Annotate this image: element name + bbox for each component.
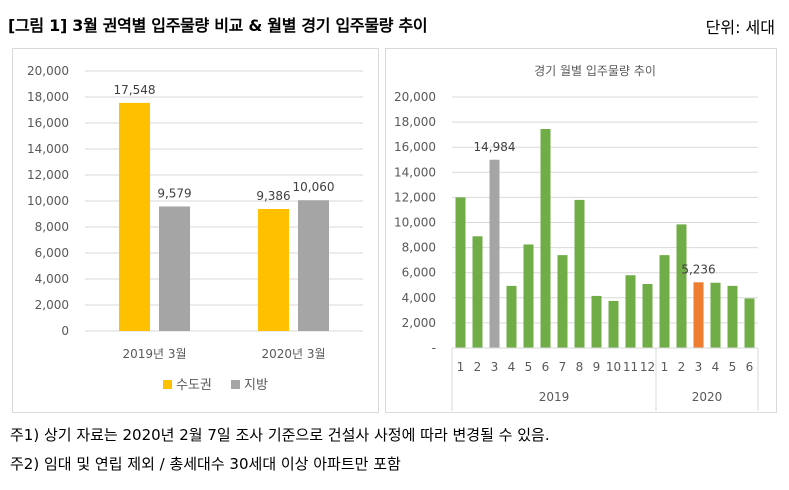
data-label: 14,984 (474, 140, 516, 154)
bar-capital (119, 102, 150, 331)
bar-month (472, 236, 483, 348)
y-tick-label: 10,000 (394, 216, 436, 230)
legend-label: 수도권 (176, 378, 212, 393)
x-category-label: 2019년 3월 (122, 347, 186, 361)
y-tick-label: 12,000 (27, 168, 69, 182)
unit-label: 단위: 세대 (705, 18, 775, 37)
x-tick-label: 1 (661, 360, 669, 374)
x-tick-label: 1 (457, 360, 465, 374)
x-tick-label: 5 (525, 360, 533, 374)
bar-capital (258, 208, 289, 331)
x-tick-label: 2 (678, 360, 686, 374)
y-tick-label: 4,000 (35, 272, 69, 286)
bar-month (591, 295, 602, 348)
bar-regional (298, 200, 329, 331)
bar-month (727, 285, 738, 348)
y-tick-label: 14,000 (394, 165, 436, 179)
x-tick-label: 3 (491, 360, 499, 374)
x-category-label: 2020년 3월 (261, 347, 325, 361)
x-tick-label: 7 (559, 360, 567, 374)
y-tick-label: 14,000 (27, 142, 69, 156)
y-tick-label: 2,000 (402, 316, 436, 330)
x-tick-label: 3 (695, 360, 703, 374)
y-tick-label: 10,000 (27, 194, 69, 208)
bar-month (608, 300, 619, 348)
y-tick-label: 20,000 (27, 64, 69, 78)
y-tick-label: 6,000 (35, 246, 69, 260)
y-tick-label: 4,000 (402, 291, 436, 305)
gyeonggi-monthly-bar-chart: 경기 월별 입주물량 추이 - 2,000 4,000 6,000 8,000 10,000… (394, 64, 759, 411)
bar-month (693, 282, 704, 348)
x-tick-label: 8 (576, 360, 584, 374)
legend-label: 지방 (244, 378, 268, 393)
x-tick-label: 5 (729, 360, 737, 374)
y-tick-label: 0 (61, 324, 69, 338)
data-label: 10,060 (293, 180, 335, 194)
x-tick-label: 6 (746, 360, 754, 374)
x-group-label: 2020 (692, 390, 723, 404)
legend-swatch (163, 380, 172, 389)
bar-month (489, 159, 500, 348)
y-tick-label: 20,000 (394, 90, 436, 104)
bar-month (574, 199, 585, 348)
x-tick-label: 2 (474, 360, 482, 374)
bar-month (557, 255, 568, 348)
chart-panel-regional: 0 2,000 4,000 6,000 8,000 10,000 12,000 14,000 1… (12, 48, 379, 413)
figure-title: [그림 1] 3월 권역별 입주물량 비교 & 월별 경기 입주물량 추이 (8, 16, 428, 35)
y-tick-label: 16,000 (27, 116, 69, 130)
chart-title: 경기 월별 입주물량 추이 (534, 64, 656, 78)
footnote-1: 주1) 상기 자료는 2020년 2월 7일 조사 기준으로 건설사 사정에 따… (10, 426, 550, 444)
data-label: 9,579 (157, 186, 191, 200)
bar-month (659, 255, 670, 348)
bar-regional (159, 206, 190, 331)
x-tick-label: 6 (542, 360, 550, 374)
bar-month (506, 285, 517, 348)
bar-month (540, 129, 551, 348)
bar-month (676, 224, 687, 348)
y-tick-label: 12,000 (394, 190, 436, 204)
x-tick-label: 12 (640, 360, 655, 374)
bar-month (710, 282, 721, 348)
y-tick-label: 8,000 (35, 220, 69, 234)
legend-swatch (231, 380, 240, 389)
data-label: 9,386 (256, 189, 290, 203)
y-tick-label: 18,000 (394, 115, 436, 129)
data-label: 5,236 (681, 262, 715, 276)
regional-bar-chart: 0 2,000 4,000 6,000 8,000 10,000 12,000 14,000 1… (27, 64, 363, 393)
x-tick-label: 9 (593, 360, 601, 374)
x-group-label: 2019 (539, 390, 570, 404)
bar-month (523, 244, 534, 348)
y-tick-label: 8,000 (402, 241, 436, 255)
bar-month (642, 283, 653, 348)
bar-month (744, 298, 755, 348)
y-tick-label: 2,000 (35, 298, 69, 312)
y-tick-label: 18,000 (27, 90, 69, 104)
bar-month (625, 275, 636, 348)
chart-panel-gyeonggi: 경기 월별 입주물량 추이 - 2,000 4,000 6,000 8,000 10,000… (385, 48, 777, 413)
y-tick-label: - (432, 341, 436, 355)
x-tick-label: 4 (508, 360, 516, 374)
y-tick-label: 16,000 (394, 140, 436, 154)
bar-month (455, 197, 466, 348)
x-tick-label: 10 (606, 360, 621, 374)
y-tick-label: 6,000 (402, 266, 436, 280)
x-tick-label: 4 (712, 360, 720, 374)
data-label: 17,548 (114, 83, 156, 97)
footnote-2: 주2) 임대 및 연립 제외 / 총세대수 30세대 이상 아파트만 포함 (10, 455, 401, 473)
x-tick-label: 11 (623, 360, 638, 374)
